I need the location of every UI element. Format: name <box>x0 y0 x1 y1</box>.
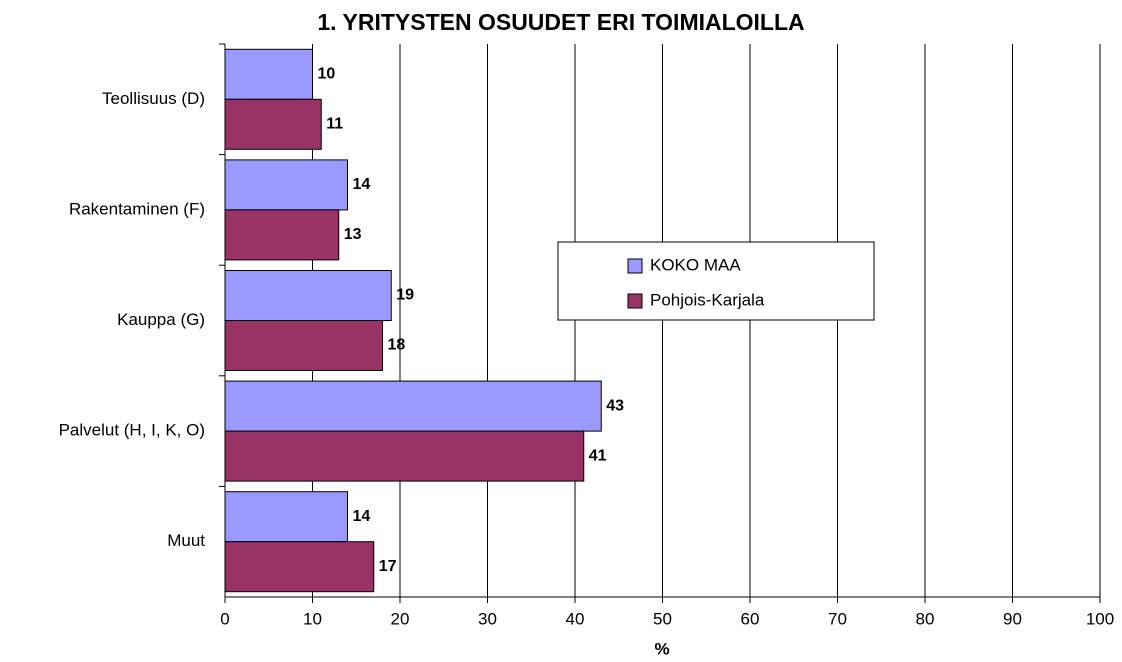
legend: KOKO MAA Pohjois-Karjala <box>557 241 875 321</box>
bar <box>224 541 375 593</box>
x-tick-label: 100 <box>1086 609 1114 628</box>
y-tick-label: Kauppa (G) <box>117 310 205 329</box>
y-tick-label: Rakentaminen (F) <box>69 199 205 218</box>
bar <box>224 270 392 321</box>
legend-box <box>557 241 875 321</box>
value-label: 11 <box>326 116 343 133</box>
x-tick-label: 30 <box>478 609 497 628</box>
bar <box>224 491 348 543</box>
legend-swatch <box>627 293 643 309</box>
bar <box>224 320 383 371</box>
x-tick-label: 90 <box>1003 609 1022 628</box>
bar <box>224 98 322 150</box>
x-tick-label: 50 <box>653 609 672 628</box>
y-tick-label: Teollisuus (D) <box>102 89 205 108</box>
value-label: 17 <box>379 558 397 575</box>
x-tick-label: 70 <box>828 609 847 628</box>
x-tick-label: 80 <box>916 609 935 628</box>
value-label: 14 <box>353 176 371 193</box>
bar <box>224 209 340 261</box>
x-tick-label: 10 <box>303 609 322 628</box>
y-tick-label: Palvelut (H, I, K, O) <box>59 421 205 440</box>
x-tick-label: 0 <box>220 609 229 628</box>
y-tick-label: Muut <box>167 531 205 550</box>
bar <box>224 159 348 211</box>
x-tick-label: 20 <box>391 609 410 628</box>
bar <box>224 48 313 100</box>
x-axis-label: % <box>654 639 669 658</box>
x-tick-label: 40 <box>566 609 585 628</box>
legend-swatch <box>627 258 643 274</box>
value-label: 13 <box>344 226 362 243</box>
value-label: 41 <box>589 447 607 464</box>
bar <box>224 430 585 482</box>
value-label: 10 <box>318 66 336 83</box>
chart-title: 1. YRITYSTEN OSUUDET ERI TOIMIALOILLA <box>317 9 804 35</box>
value-label: 43 <box>606 397 624 414</box>
value-label: 14 <box>353 508 371 525</box>
legend-label: KOKO MAA <box>650 255 741 274</box>
x-tick-label: 60 <box>741 609 760 628</box>
legend-label: Pohjois-Karjala <box>650 290 765 309</box>
bar <box>224 380 602 432</box>
value-label: 19 <box>396 287 414 304</box>
value-label: 18 <box>388 337 406 354</box>
